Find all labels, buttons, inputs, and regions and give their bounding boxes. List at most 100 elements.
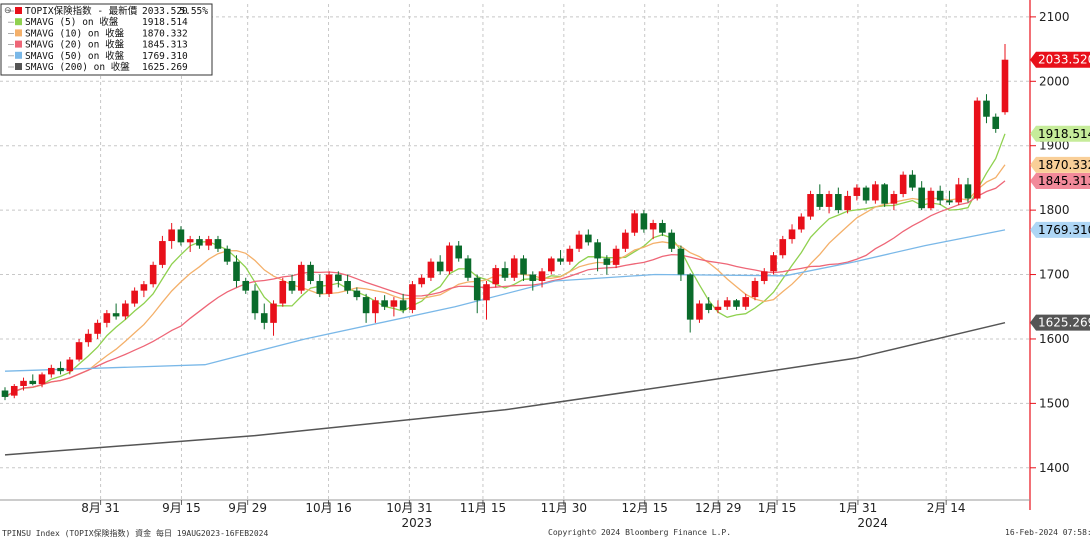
value-tag-label: 1625.269 <box>1038 316 1090 330</box>
legend-swatch <box>15 29 22 37</box>
x-tick-label: 10月 31 <box>386 501 432 515</box>
candle-body <box>862 187 870 201</box>
value-tag-label: 1918.514 <box>1038 127 1090 141</box>
legend-value: 1870.332 <box>142 28 188 39</box>
candle-body <box>427 261 435 278</box>
candle-body <box>297 264 305 291</box>
legend-label: SMAVG (50) on 收盤 <box>25 50 125 62</box>
value-tag-bg <box>1030 221 1090 238</box>
x-tick-label: 8月 31 <box>81 501 120 515</box>
candle-body <box>446 245 453 272</box>
candle-body <box>622 232 629 249</box>
legend-change: 5.55% <box>179 6 208 17</box>
candle-body <box>529 274 537 281</box>
candle-body <box>797 216 805 230</box>
candle-body <box>918 187 925 209</box>
candle-body <box>149 264 157 285</box>
candle-body <box>640 213 648 230</box>
candle-body <box>335 274 342 281</box>
candle-body <box>75 342 83 360</box>
y-tick-label: 1500 <box>1039 396 1070 410</box>
legend-label: SMAVG (20) on 收盤 <box>25 39 125 51</box>
candle-body <box>38 374 46 385</box>
y-tick-label: 2100 <box>1039 10 1070 24</box>
candle-body <box>594 242 601 259</box>
y-tick-label: 2000 <box>1039 74 1070 88</box>
x-tick-label: 12月 29 <box>695 501 741 515</box>
candle-body <box>492 268 500 285</box>
candle-body <box>260 313 268 323</box>
legend-swatch <box>15 51 22 59</box>
candle-body <box>307 264 314 281</box>
x-tick-label: 11月 15 <box>460 501 506 515</box>
candle-body <box>964 184 972 199</box>
candle-body <box>649 223 657 230</box>
legend-value: 1625.269 <box>142 62 188 73</box>
value-tag-label: 1870.332 <box>1038 158 1090 172</box>
candle-body <box>353 290 361 298</box>
candle-body <box>612 248 620 265</box>
candle-body <box>223 248 231 262</box>
candle-body <box>103 313 111 323</box>
candle-body <box>807 194 814 217</box>
candle-body <box>973 100 981 199</box>
candle-body <box>853 187 861 196</box>
candle-body <box>668 232 675 249</box>
x-axis: 8月 31 9月 15 9月 29 10月 16 10月 31 11月 15 11月 30 1… <box>0 499 1030 530</box>
legend-value: 1918.514 <box>142 17 188 28</box>
value-tag-bg <box>1030 51 1090 68</box>
candle-body <box>566 248 574 262</box>
candle-body <box>205 239 213 246</box>
candle-body <box>603 258 611 265</box>
year-label: 2023 <box>401 516 432 530</box>
candle-body <box>723 300 731 307</box>
candle-body <box>585 234 592 243</box>
candle-body <box>390 300 398 307</box>
candle-body <box>538 271 546 281</box>
candle-body <box>844 195 851 211</box>
y-tick-label: 1700 <box>1039 268 1070 282</box>
legend-swatch <box>15 18 22 26</box>
x-tick-label: 2月 14 <box>927 501 966 515</box>
candle-body <box>399 300 407 310</box>
candle-body <box>122 303 129 317</box>
candle-body <box>825 194 833 207</box>
candle-body <box>899 174 907 195</box>
legend-swatch <box>15 7 22 14</box>
candle-body <box>214 239 222 249</box>
year-label: 2024 <box>857 516 888 530</box>
y-tick-label: 1800 <box>1039 203 1070 217</box>
sma-5-line <box>4 133 1006 398</box>
candle-body <box>788 229 796 240</box>
candle-body <box>186 239 194 243</box>
candle-body <box>66 359 74 372</box>
candle-body <box>409 284 416 310</box>
candle-body <box>946 200 953 203</box>
candle-body <box>696 303 703 320</box>
candle-body <box>733 300 740 307</box>
candle-body <box>473 277 481 301</box>
candle-body <box>20 380 27 386</box>
sma-200-line <box>4 321 1006 456</box>
candle-body <box>279 280 287 304</box>
candle-body <box>770 255 777 272</box>
candle-body <box>575 234 583 249</box>
x-tick-label: 9月 15 <box>162 501 201 515</box>
candle-body <box>659 223 666 233</box>
candle-body <box>909 174 916 188</box>
footer-left: TPINSU Index (TOPIX保険指数) 資金 每日 19AUG2023… <box>2 529 269 538</box>
candle-body <box>112 313 120 317</box>
x-tick-label: 10月 16 <box>305 501 351 515</box>
candle-body <box>29 380 37 385</box>
candle-body <box>1 390 9 397</box>
candle-body <box>288 280 296 291</box>
candle-body <box>85 333 92 343</box>
footer-copyright: Copyright© 2024 Bloomberg Finance L.P. <box>548 528 732 537</box>
legend-label: SMAVG (10) on 收盤 <box>25 27 125 39</box>
candle-body <box>760 271 768 281</box>
value-tag-label: 1769.310 <box>1038 223 1090 237</box>
candle-body <box>177 229 185 243</box>
candle-body <box>381 300 388 307</box>
candle-body <box>325 274 333 294</box>
legend-collapse-icon: ⊖ <box>4 6 12 16</box>
